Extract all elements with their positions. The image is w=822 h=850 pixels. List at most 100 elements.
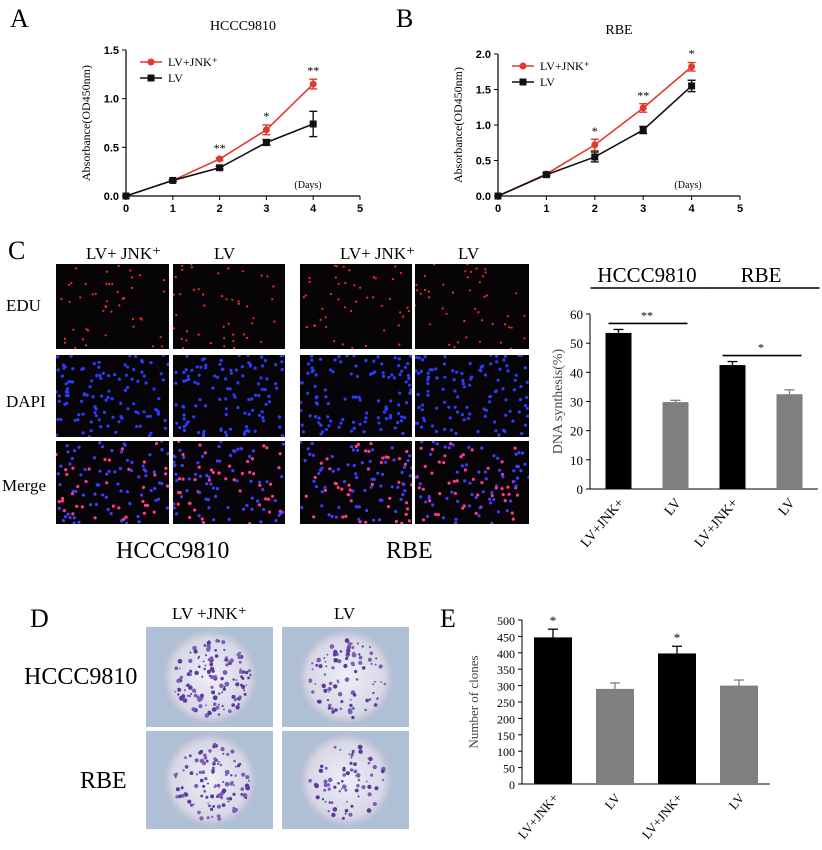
panel-letter-a: A xyxy=(10,4,29,33)
y-axis-label: Number of clones xyxy=(466,655,481,748)
microscopy-tile-merge xyxy=(300,441,412,524)
data-point xyxy=(216,164,224,172)
panel-letter-c: C xyxy=(8,236,26,265)
significance-marker: * xyxy=(758,341,764,355)
y-axis-label: Absorbance(OD450nm) xyxy=(451,67,465,183)
row-label-edu: EDU xyxy=(6,296,41,315)
data-point xyxy=(688,63,696,71)
dish-col-label-lv-jnk: LV +JNK⁺ xyxy=(172,604,247,623)
significance-marker: * xyxy=(674,630,681,645)
y-tick-label: 150 xyxy=(497,729,515,743)
y-tick-label: 350 xyxy=(497,663,515,677)
y-tick-label: 0.5 xyxy=(476,156,491,168)
microscopy-tile-merge xyxy=(415,441,529,524)
legend-marker xyxy=(147,74,155,82)
culture-dish xyxy=(162,630,257,724)
y-tick-label: 100 xyxy=(497,745,515,759)
x-tick-label: 0 xyxy=(123,203,129,215)
data-point xyxy=(639,126,647,134)
culture-dish xyxy=(298,630,393,724)
x-tick-label: 5 xyxy=(737,203,743,215)
legend-label: LV xyxy=(540,75,555,89)
bar xyxy=(719,365,746,489)
x-category-label: LV xyxy=(662,496,685,519)
series-line xyxy=(125,83,314,197)
y-tick-label: 20 xyxy=(570,424,583,439)
microscopy-tile-edu xyxy=(415,264,529,349)
colony-dish-photo xyxy=(282,627,409,727)
bar xyxy=(720,685,758,784)
bar xyxy=(658,653,696,784)
x-category-label: LV xyxy=(725,790,747,812)
legend-label: LV+JNK⁺ xyxy=(540,59,590,73)
bar xyxy=(776,394,803,489)
significance-marker: ** xyxy=(307,63,319,77)
data-point xyxy=(122,192,130,200)
y-tick-label: 1.0 xyxy=(104,94,119,106)
bar-chart-dna-synthesis: 0 10 20 30 40 50 60 DNA synthesis(%) LV+JNK+ LV LV… xyxy=(551,263,820,551)
y-tick-label: 0 xyxy=(577,482,584,497)
panel-letter-d: D xyxy=(30,604,49,633)
x-tick-label: 1 xyxy=(170,203,176,215)
colony-dish-photo xyxy=(146,731,273,829)
y-tick-label: 2.0 xyxy=(476,49,491,61)
x-tick-label: 5 xyxy=(357,203,363,215)
y-axis-label: DNA synthesis(%) xyxy=(551,348,566,454)
chart-title: HCCC9810 xyxy=(210,19,276,34)
y-tick-label: 50 xyxy=(503,762,515,776)
data-point xyxy=(494,192,502,200)
bar xyxy=(662,402,689,489)
y-tick-label: 30 xyxy=(570,395,583,410)
col-label-lv-jnk-rbe: LV+ JNK⁺ xyxy=(340,244,416,263)
colony-dish-photo xyxy=(146,627,273,727)
microscopy-title-hccc9810: HCCC9810 xyxy=(116,538,230,564)
col-label-lv-hccc: LV xyxy=(214,244,236,263)
x-axis-unit-label: (Days) xyxy=(294,180,321,191)
line-chart-hccc9810: HCCC9810 0 1 2 3 4 5 0.0 0.5 1.0 1.5 Absorbance(OD4… xyxy=(79,19,363,215)
microscopy-tile-dapi xyxy=(173,355,285,437)
y-tick-label: 10 xyxy=(570,453,583,468)
legend-label: LV+JNK⁺ xyxy=(168,55,218,69)
x-tick-label: 2 xyxy=(217,203,223,215)
microscopy-tile-merge xyxy=(173,441,285,524)
data-point xyxy=(309,80,317,88)
data-point xyxy=(639,104,647,112)
x-category-label: LV xyxy=(776,496,799,519)
y-tick-label: 0 xyxy=(509,778,515,792)
bar-chart-number-of-clones: 0 50 100 150 200 250 300 350 400 450 500 Number of … xyxy=(466,613,770,842)
x-category-label: LV+JNK+ xyxy=(515,790,562,841)
y-tick-label: 450 xyxy=(497,630,515,644)
y-tick-label: 50 xyxy=(570,336,583,351)
microscopy-tile-edu xyxy=(300,264,412,349)
dish-col-label-lv: LV xyxy=(334,604,356,623)
y-tick-label: 1.5 xyxy=(476,85,491,97)
culture-dish xyxy=(299,734,392,826)
data-point xyxy=(591,153,599,161)
panel-letter-b: B xyxy=(396,4,414,33)
legend-marker xyxy=(519,78,527,86)
significance-marker: ** xyxy=(637,88,649,102)
microscopy-tile-dapi xyxy=(415,355,529,437)
data-point xyxy=(542,171,550,179)
bar xyxy=(534,637,572,784)
row-label-merge: Merge xyxy=(2,476,47,495)
significance-marker: ** xyxy=(214,141,226,155)
col-label-lv-rbe: LV xyxy=(458,244,480,263)
microscopy-tile-edu xyxy=(173,264,285,349)
col-label-lv-jnk-hccc: LV+ JNK⁺ xyxy=(86,244,162,263)
data-point xyxy=(262,126,270,134)
x-tick-label: 0 xyxy=(495,203,501,215)
y-tick-label: 200 xyxy=(497,712,515,726)
group-label: RBE xyxy=(741,263,782,287)
data-point xyxy=(591,141,599,149)
y-tick-label: 250 xyxy=(497,696,515,710)
x-tick-label: 3 xyxy=(263,203,269,215)
x-tick-label: 1 xyxy=(543,203,549,215)
y-tick-label: 1.0 xyxy=(476,120,491,132)
bar xyxy=(605,332,632,489)
panel-letter-e: E xyxy=(440,604,456,633)
significance-marker: * xyxy=(689,47,695,61)
group-label: HCCC9810 xyxy=(597,263,696,287)
chart-title: RBE xyxy=(605,23,632,38)
x-tick-label: 4 xyxy=(310,203,317,215)
